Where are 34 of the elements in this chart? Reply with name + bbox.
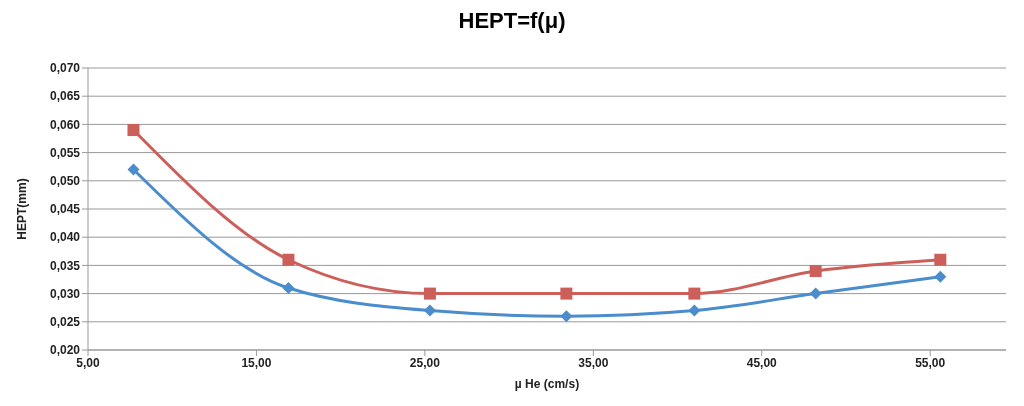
point (127, 163, 140, 176)
point (688, 304, 701, 317)
point (560, 287, 573, 300)
y-tick-label: 0,060 (49, 117, 81, 132)
point (127, 124, 140, 137)
y-tick-label: 0,030 (49, 286, 81, 301)
point (282, 253, 295, 266)
y-tick-label: 0,070 (49, 61, 81, 76)
y-tick-label: 0,040 (49, 230, 81, 245)
y-tick-label: 0,050 (49, 174, 81, 189)
point (282, 281, 295, 294)
x-axis-title: µ He (cm/s) (514, 377, 580, 391)
y-axis-title: HEPT(mm) (15, 178, 30, 240)
point (423, 287, 436, 300)
point (423, 304, 436, 317)
point (934, 270, 947, 283)
y-tick-label: 0,045 (49, 202, 81, 217)
point (688, 287, 701, 300)
x-tick-label: 55,00 (915, 355, 946, 370)
y-tick-label: 0,055 (49, 145, 81, 160)
x-tick-label: 25,00 (409, 355, 441, 370)
y-tick-label: 0,020 (49, 343, 81, 358)
x-tick-label: 35,00 (578, 355, 609, 370)
y-tick-label: 0,035 (49, 258, 81, 273)
x-tick-label: 5,00 (76, 355, 100, 370)
x-tick-label: 45,00 (746, 355, 778, 370)
point (809, 287, 822, 300)
point (560, 310, 573, 323)
chart-title: HEPT=f(μ) (457, 8, 567, 35)
y-tick-label: 0,025 (49, 315, 81, 330)
y-tick-label: 0,065 (49, 89, 81, 104)
x-tick-label: 15,00 (241, 355, 272, 370)
point (809, 265, 822, 278)
point (934, 253, 947, 266)
